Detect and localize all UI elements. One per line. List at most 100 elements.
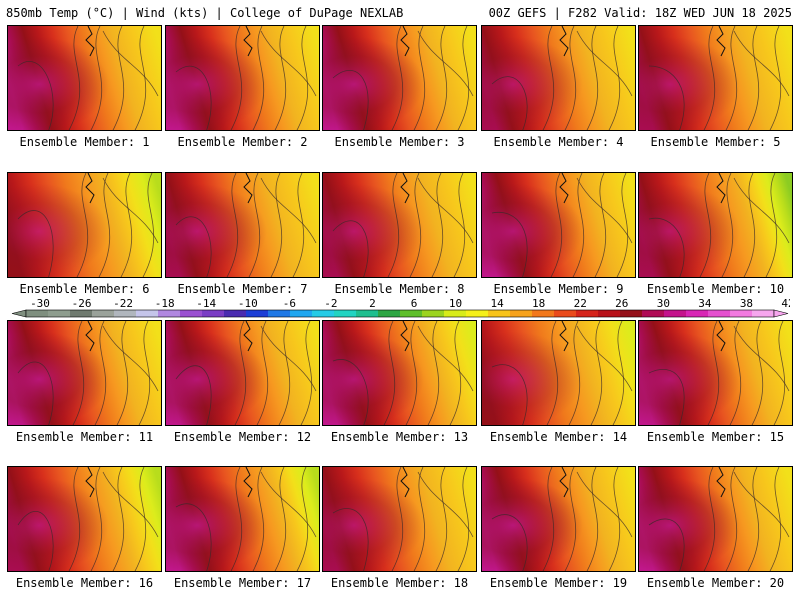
contour-lines [17,173,159,277]
ensemble-member-label: Ensemble Member: 7 [177,282,308,296]
ensemble-member-label: Ensemble Member: 4 [493,135,624,149]
ensemble-member-map [165,172,320,278]
ensemble-member-map [322,466,477,572]
colorbar-segment [664,310,687,317]
ensemble-member-label: Ensemble Member: 11 [15,430,154,444]
temperature-field [8,321,161,425]
coastline [559,321,569,352]
temperature-field [8,26,161,130]
temperature-field [8,173,161,277]
contour-lines [175,26,317,130]
temperature-field [639,26,792,130]
ensemble-member-map [165,466,320,572]
colorbar-tick-label: -10 [238,298,258,310]
colorbar-segment [356,310,379,317]
temperature-field [482,321,635,425]
colorbar-segment [422,310,445,317]
map-title: 850mb Temp (°C) | Wind (kts) | College o… [6,6,404,20]
colorbar-segment [246,310,269,317]
temperature-field [166,26,319,130]
colorbar-segment [620,310,643,317]
ensemble-member-map [322,25,477,131]
ensemble-member-label: Ensemble Member: 6 [19,282,150,296]
ensemble-member-map [638,466,793,572]
coastline [85,26,95,57]
ensemble-member-map [638,172,793,278]
ensemble-member-label: Ensemble Member: 14 [489,430,628,444]
colorbar-segment [576,310,599,317]
model-run-info: 00Z GEFS | F282 Valid: 18Z WED JUN 18 20… [488,6,792,20]
ensemble-member-label: Ensemble Member: 2 [177,135,308,149]
ensemble-member-map [165,25,320,131]
coastline [400,321,410,352]
ensemble-member-map [322,172,477,278]
colorbar-segment [26,310,49,317]
colorbar-segment [554,310,577,317]
ensemble-member-map [322,320,477,426]
temperature-field [323,173,476,277]
coastline [716,173,726,204]
colorbar-segment [136,310,159,317]
colorbar-segment [48,310,71,317]
colorbar-tick-label: 10 [449,298,462,310]
colorbar-tick-label: -2 [324,298,337,310]
temperature-field [482,467,635,571]
ensemble-member-label: Ensemble Member: 19 [489,576,628,590]
coastline [716,321,726,352]
colorbar-segment [642,310,665,317]
colorbar-segment [466,310,489,317]
temperature-field [323,26,476,130]
temperature-field [166,321,319,425]
contour-lines [491,26,633,130]
ensemble-member-map [481,466,636,572]
coastline [400,467,410,498]
ensemble-member-map [481,320,636,426]
contour-lines [175,467,317,571]
contour-lines [648,26,790,130]
colorbar-segment [224,310,247,317]
colorbar-tick-label: 18 [532,298,545,310]
ensemble-member-label: Ensemble Member: 9 [493,282,624,296]
temperature-field [639,321,792,425]
coastline [85,321,95,352]
colorbar-segment [730,310,753,317]
ensemble-member-map [165,320,320,426]
colorbar-tick-label: 38 [740,298,753,310]
colorbar-segment [400,310,423,317]
ensemble-member-map [638,320,793,426]
contour-lines [648,467,790,571]
colorbar-segment [488,310,511,317]
contour-lines [17,467,159,571]
colorbar-segment [268,310,291,317]
contour-lines [175,321,317,425]
ensemble-member-label: Ensemble Member: 1 [19,135,150,149]
colorbar-segment [686,310,709,317]
colorbar-segment [598,310,621,317]
coastline [243,26,253,57]
colorbar-tick-label: -18 [155,298,175,310]
coastline [243,173,253,204]
colorbar-tick-label: 14 [490,298,504,310]
temperature-field [323,467,476,571]
colorbar-tick-label: 6 [411,298,418,310]
colorbar-segment [312,310,335,317]
ensemble-member-label: Ensemble Member: 15 [646,430,785,444]
colorbar-segment [752,310,775,317]
contour-lines [17,26,159,130]
coastline [400,26,410,57]
contour-lines [491,467,633,571]
contour-lines [491,173,633,277]
colorbar-tick-label: 26 [615,298,628,310]
ensemble-member-map [481,25,636,131]
colorbar-segment [532,310,555,317]
colorbar-segment [202,310,225,317]
coastline [400,173,410,204]
colorbar-tick-label: -30 [30,298,50,310]
colorbar-segment [378,310,401,317]
temperature-field [166,173,319,277]
colorbar-tick-label: 2 [369,298,376,310]
coastline [559,467,569,498]
colorbar-segment [114,310,137,317]
coastline [243,467,253,498]
temperature-field [639,467,792,571]
